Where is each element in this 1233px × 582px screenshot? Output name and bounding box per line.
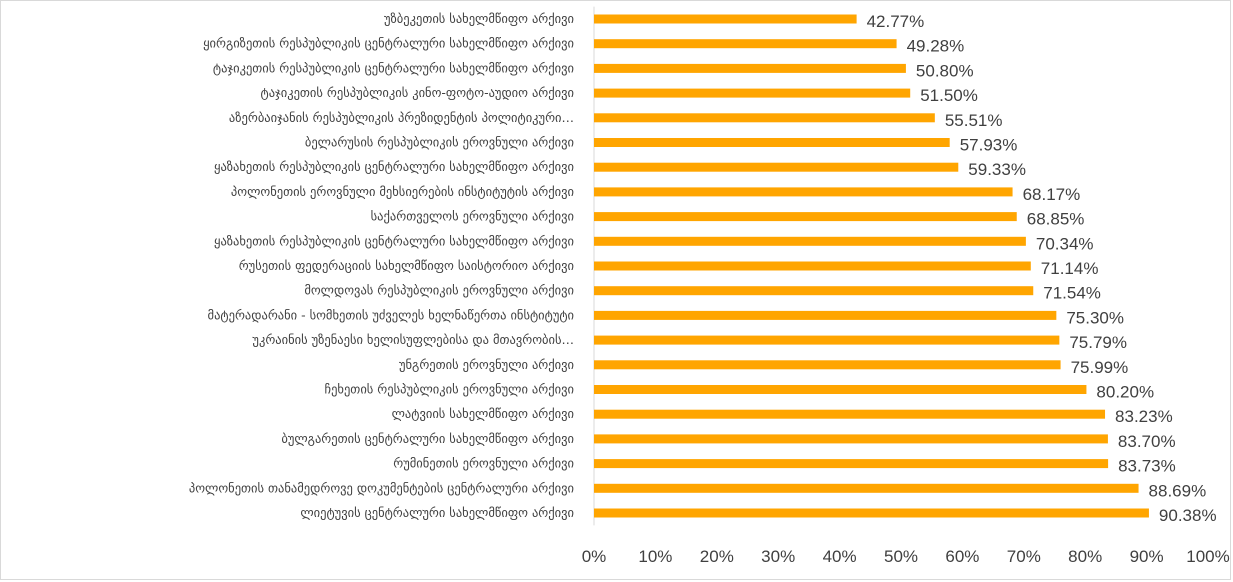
x-tick-label: 70%: [1007, 547, 1041, 566]
category-label: ტაჯიკეთის რესპუბლიკის კინო-ფოტო-აუდიო არ…: [261, 85, 574, 100]
bar: [594, 459, 1109, 469]
category-label: მატერადარანი - სომხეთის უძველეს ხელნაწერ…: [208, 307, 574, 322]
bar: [594, 310, 1057, 320]
value-label: 70.34%: [1036, 234, 1094, 253]
value-label: 42.77%: [867, 12, 925, 31]
category-label: უნგრეთის ეროვნული არქივი: [399, 357, 574, 372]
category-label: პოლონეთის ეროვნული მეხსიერების ინსტიტუტი…: [231, 184, 574, 199]
bar: [594, 14, 857, 24]
value-label: 59.33%: [968, 160, 1026, 179]
x-axis-ticks: 0% 10% 20% 30% 40% 50% 60% 70% 80% 90% 100%: [582, 547, 1230, 566]
category-label: ყაზახეთის რესპუბლიკის ცენტრალური სახელმწ…: [214, 233, 574, 248]
category-label: ლიეტუვის ცენტრალური სახელმწიფო არქივი: [300, 505, 574, 520]
bar: [594, 434, 1108, 444]
bar: [594, 113, 935, 123]
value-label: 75.99%: [1071, 358, 1129, 377]
category-label: ჩეხეთის რესპუბლიკის ეროვნული არქივი: [325, 382, 574, 397]
category-label: მოლდოვას რესპუბლიკის ეროვნული არქივი: [304, 283, 574, 298]
x-tick-label: 60%: [945, 547, 979, 566]
x-tick-label: 0%: [582, 547, 607, 566]
value-label: 71.14%: [1041, 259, 1099, 278]
x-tick-label: 80%: [1068, 547, 1102, 566]
category-label: ყირგიზეთის რესპუბლიკის ცენტრალური სახელმ…: [203, 36, 574, 51]
value-label: 83.23%: [1115, 407, 1173, 426]
x-tick-label: 20%: [700, 547, 734, 566]
bar: [594, 236, 1026, 246]
bar: [594, 360, 1061, 370]
value-label: 83.70%: [1118, 432, 1176, 451]
x-tick-label: 90%: [1130, 547, 1164, 566]
bar: [594, 261, 1031, 271]
category-label: აზერბაიჯანის რესპუბლიკის პრეზიდენტის პოლ…: [229, 110, 574, 125]
value-label: 88.69%: [1149, 481, 1207, 500]
value-label: 55.51%: [945, 111, 1003, 130]
category-label: ბელარუსის რესპუბლიკის ეროვნული არქივი: [305, 135, 574, 150]
x-tick-label: 50%: [884, 547, 918, 566]
category-label: ყაზახეთის რესპუბლიკის ცენტრალური სახელმწ…: [214, 159, 574, 174]
value-label: 57.93%: [960, 136, 1018, 155]
x-tick-label: 30%: [761, 547, 795, 566]
bar: [594, 286, 1034, 296]
value-label: 51.50%: [920, 86, 978, 105]
category-label: რუსეთის ფედერაციის სახელმწიფო საისტორიო …: [239, 258, 574, 273]
bar: [594, 385, 1087, 394]
value-label: 75.30%: [1066, 308, 1124, 327]
value-label: 75.79%: [1069, 333, 1127, 352]
value-labels: 42.77% 49.28% 50.80% 51.50% 55.51% 57.93% 59.3…: [867, 12, 1217, 525]
category-label: ტაჯიკეთის რესპუბლიკის ცენტრალური სახელმწ…: [213, 60, 574, 75]
bar: [594, 483, 1139, 493]
value-label: 80.20%: [1096, 383, 1154, 402]
bar: [594, 212, 1017, 222]
bar: [594, 335, 1060, 345]
category-label: პოლონეთის თანამედროვე დოკუმენტების ცენტრ…: [189, 480, 574, 495]
category-label: უზბეკეთის სახელმწიფო არქივი: [384, 11, 574, 26]
value-label: 71.54%: [1043, 284, 1101, 303]
category-label: ლატვიის სახელმწიფო არქივი: [392, 406, 574, 421]
bar: [594, 138, 950, 147]
value-label: 50.80%: [916, 61, 974, 80]
bar: [594, 162, 959, 172]
bar: [594, 187, 1013, 197]
value-label: 49.28%: [907, 37, 965, 56]
value-label: 90.38%: [1159, 506, 1217, 525]
category-labels: უზბეკეთის სახელმწიფო არქივი ყირგიზეთის რე…: [189, 11, 574, 520]
category-label: უკრაინის უზენაესი ხელისუფლებისა და მთავრ…: [252, 332, 574, 347]
category-label: ბულგარეთის ცენტრალური სახელმწიფო არქივი: [281, 431, 574, 446]
bar: [594, 39, 897, 49]
bar: [594, 409, 1106, 419]
value-label: 83.73%: [1118, 457, 1176, 476]
x-tick-label: 100%: [1186, 547, 1229, 566]
bar: [594, 63, 906, 73]
bar: [594, 508, 1149, 518]
category-label: საქართველოს ეროვნული არქივი: [371, 209, 574, 224]
bars: [594, 14, 1149, 518]
value-label: 68.17%: [1023, 185, 1081, 204]
x-tick-label: 10%: [638, 547, 672, 566]
value-label: 68.85%: [1027, 210, 1085, 229]
bar: [594, 88, 911, 98]
x-tick-label: 40%: [823, 547, 857, 566]
category-label: რუმინეთის ეროვნული არქივი: [393, 456, 574, 471]
